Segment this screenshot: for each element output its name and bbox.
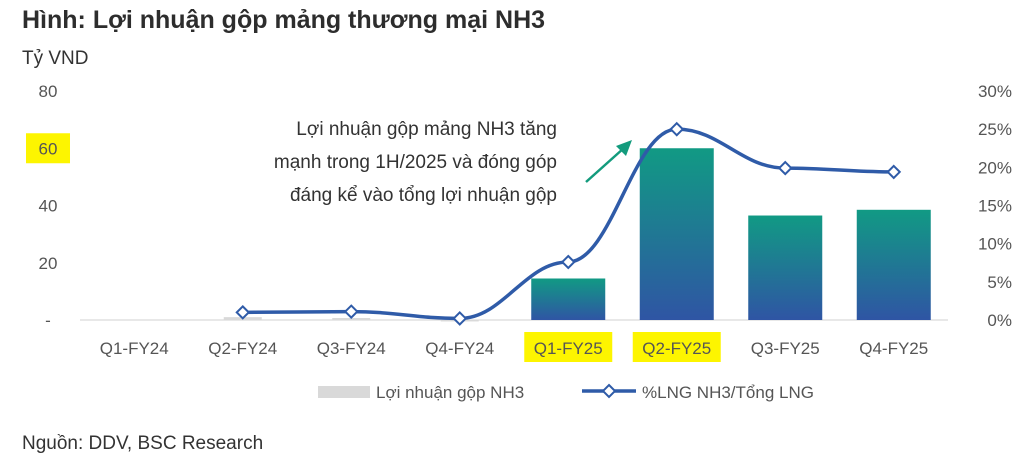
line-point-marker <box>669 121 685 137</box>
y2-tick-label: 30% <box>978 82 1012 101</box>
x-tick-label: Q2-FY25 <box>642 339 711 358</box>
x-tick-label: Q3-FY25 <box>751 339 820 358</box>
tick-highlight <box>26 133 70 164</box>
y-tick-label: 80 <box>39 82 58 101</box>
x-tick-label: Q4-FY25 <box>859 339 928 358</box>
category-highlight <box>632 332 721 362</box>
line-point-marker <box>452 311 468 326</box>
y-axis-unit-label: Tỷ VND <box>22 48 89 69</box>
line-point-marker <box>777 160 793 176</box>
y2-tick-label: 25% <box>978 120 1012 139</box>
legend-swatch-marker <box>601 383 617 399</box>
source-note: Nguồn: DDV, BSC Research <box>22 433 264 454</box>
y2-tick-label: 15% <box>978 197 1012 216</box>
highlight-layer <box>26 133 721 362</box>
y2-tick-label: 0% <box>987 311 1012 330</box>
x-tick-label: Q1-FY24 <box>100 339 169 358</box>
y-tick-label: 60 <box>39 139 58 158</box>
line-layer <box>235 121 902 326</box>
y-tick-label: 40 <box>39 197 58 216</box>
y2-tick-label: 20% <box>978 158 1012 177</box>
annotation-layer: Lợi nhuận gộp mảng NH3 tăng mạnh trong 1H… <box>274 119 632 206</box>
line-point-marker <box>235 304 251 320</box>
bars-layer <box>223 148 931 322</box>
chart-canvas: - 20 40 60 80 0% 5% 10% 15% 20% 25% 30% Q1-FY24 Q2-FY… <box>26 82 1012 402</box>
line-point-marker <box>886 164 902 180</box>
y2-tick-label: 5% <box>987 273 1012 292</box>
legend-label-bar: Lợi nhuận gộp NH3 <box>376 383 524 402</box>
y-tick-label: - <box>45 311 51 330</box>
bar <box>748 215 823 320</box>
annotation-arrowhead <box>616 140 632 156</box>
line-point-marker <box>343 304 359 320</box>
legend: Lợi nhuận gộp NH3 %LNG NH3/Tổng LNG <box>318 383 814 402</box>
y-tick-label: 20 <box>39 254 58 273</box>
x-tick-label: Q3-FY24 <box>317 339 386 358</box>
legend-label-line: %LNG NH3/Tổng LNG <box>642 383 814 402</box>
bar <box>639 148 714 320</box>
bar <box>531 278 606 320</box>
category-highlight <box>524 332 613 362</box>
bar <box>856 209 931 320</box>
line-point-marker <box>560 254 576 270</box>
annotation-text: đáng kể vào tổng lợi nhuận gộp <box>290 185 557 206</box>
annotation-arrow <box>585 147 625 183</box>
annotation-text: mạnh trong 1H/2025 và đóng góp <box>274 152 557 173</box>
x-tick-label: Q1-FY25 <box>534 339 603 358</box>
x-tick-label: Q2-FY24 <box>208 339 277 358</box>
annotation-text: Lợi nhuận gộp mảng NH3 tăng <box>296 119 557 140</box>
chart-title: Hình: Lợi nhuận gộp mảng thương mại NH3 <box>22 6 546 34</box>
y2-tick-label: 10% <box>978 235 1012 254</box>
x-tick-label: Q4-FY24 <box>425 339 494 358</box>
legend-swatch-bar <box>318 386 370 398</box>
